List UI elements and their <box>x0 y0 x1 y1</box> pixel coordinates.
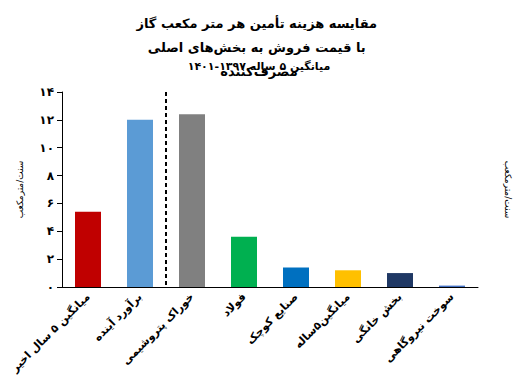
svg-text:خوراک پتروشیمی: خوراک پتروشیمی <box>120 290 197 367</box>
svg-text:میانگین ۵ سال اخیر: میانگین ۵ سال اخیر <box>8 290 93 375</box>
svg-text:برآورد آینده: برآورد آینده <box>90 290 144 344</box>
svg-text:بخش خانگی: بخش خانگی <box>349 290 404 345</box>
svg-text:۶: ۶ <box>47 196 54 210</box>
svg-text:با قیمت فروش به بخش‌های اصلی: با قیمت فروش به بخش‌های اصلی <box>148 40 371 55</box>
svg-text:۸: ۸ <box>47 169 55 183</box>
svg-text:۱۲: ۱۲ <box>39 113 54 127</box>
svg-text:سنت/مترمکعب: سنت/مترمکعب <box>15 161 25 219</box>
svg-text:۴: ۴ <box>47 224 54 238</box>
svg-text:میانگین ۵ ساله ۱۳۹۷-۱۴۰۱: میانگین ۵ ساله ۱۳۹۷-۱۴۰۱ <box>188 60 331 73</box>
svg-text:۲: ۲ <box>47 252 55 266</box>
svg-text:صنایع کوچک: صنایع کوچک <box>244 290 301 347</box>
svg-text:فولاد: فولاد <box>220 290 249 319</box>
svg-text:۱۰: ۱۰ <box>39 141 54 155</box>
svg-text:سوخت نیروگاهی: سوخت نیروگاهی <box>382 290 457 365</box>
svg-text:۰: ۰ <box>47 280 54 294</box>
svg-text:۱۴: ۱۴ <box>39 85 54 99</box>
svg-text:مقایسه هزینه تأمین هر متر مکعب: مقایسه هزینه تأمین هر متر مکعب گاز <box>135 15 381 31</box>
svg-text:سنت/مترمکعب: سنت/مترمکعب <box>503 161 513 219</box>
svg-text:میانگین۵ساله: میانگین۵ساله <box>292 290 353 351</box>
